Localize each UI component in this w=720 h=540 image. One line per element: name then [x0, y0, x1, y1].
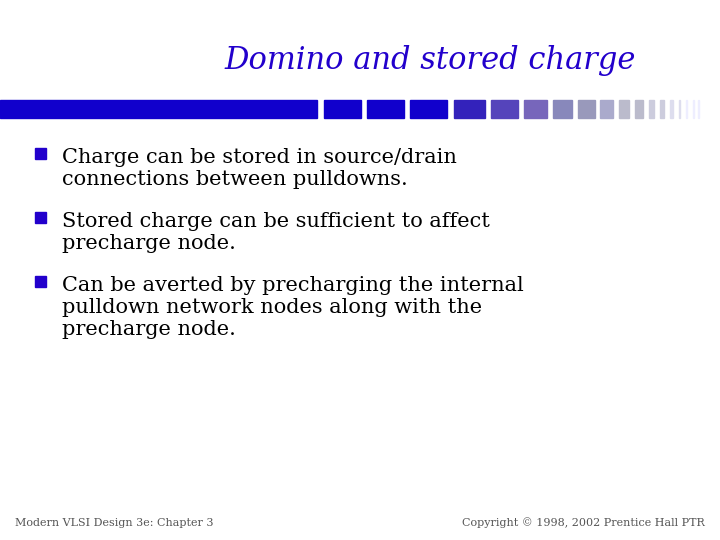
- Bar: [660, 100, 665, 118]
- Text: precharge node.: precharge node.: [62, 234, 236, 253]
- Bar: [367, 100, 404, 118]
- Text: Can be averted by precharging the internal: Can be averted by precharging the intern…: [62, 276, 523, 295]
- Bar: [635, 100, 643, 118]
- Bar: [35, 148, 46, 159]
- Text: Charge can be stored in source/drain: Charge can be stored in source/drain: [62, 148, 457, 167]
- Text: connections between pulldowns.: connections between pulldowns.: [62, 170, 408, 189]
- Bar: [553, 100, 572, 118]
- Bar: [524, 100, 547, 118]
- Text: Modern VLSI Design 3e: Chapter 3: Modern VLSI Design 3e: Chapter 3: [15, 518, 214, 528]
- Bar: [35, 212, 46, 223]
- Text: Copyright © 1998, 2002 Prentice Hall PTR: Copyright © 1998, 2002 Prentice Hall PTR: [462, 517, 705, 528]
- Bar: [670, 100, 673, 118]
- Bar: [491, 100, 518, 118]
- Bar: [698, 100, 699, 118]
- Bar: [679, 100, 680, 118]
- Bar: [0, 100, 318, 118]
- Text: precharge node.: precharge node.: [62, 320, 236, 339]
- Bar: [649, 100, 654, 118]
- Text: Domino and stored charge: Domino and stored charge: [225, 44, 636, 76]
- Bar: [454, 100, 485, 118]
- Bar: [600, 100, 613, 118]
- Bar: [35, 276, 46, 287]
- Bar: [686, 100, 687, 118]
- Text: Stored charge can be sufficient to affect: Stored charge can be sufficient to affec…: [62, 212, 490, 231]
- Bar: [410, 100, 447, 118]
- Bar: [619, 100, 629, 118]
- Bar: [578, 100, 595, 118]
- Bar: [324, 100, 361, 118]
- Text: pulldown network nodes along with the: pulldown network nodes along with the: [62, 298, 482, 317]
